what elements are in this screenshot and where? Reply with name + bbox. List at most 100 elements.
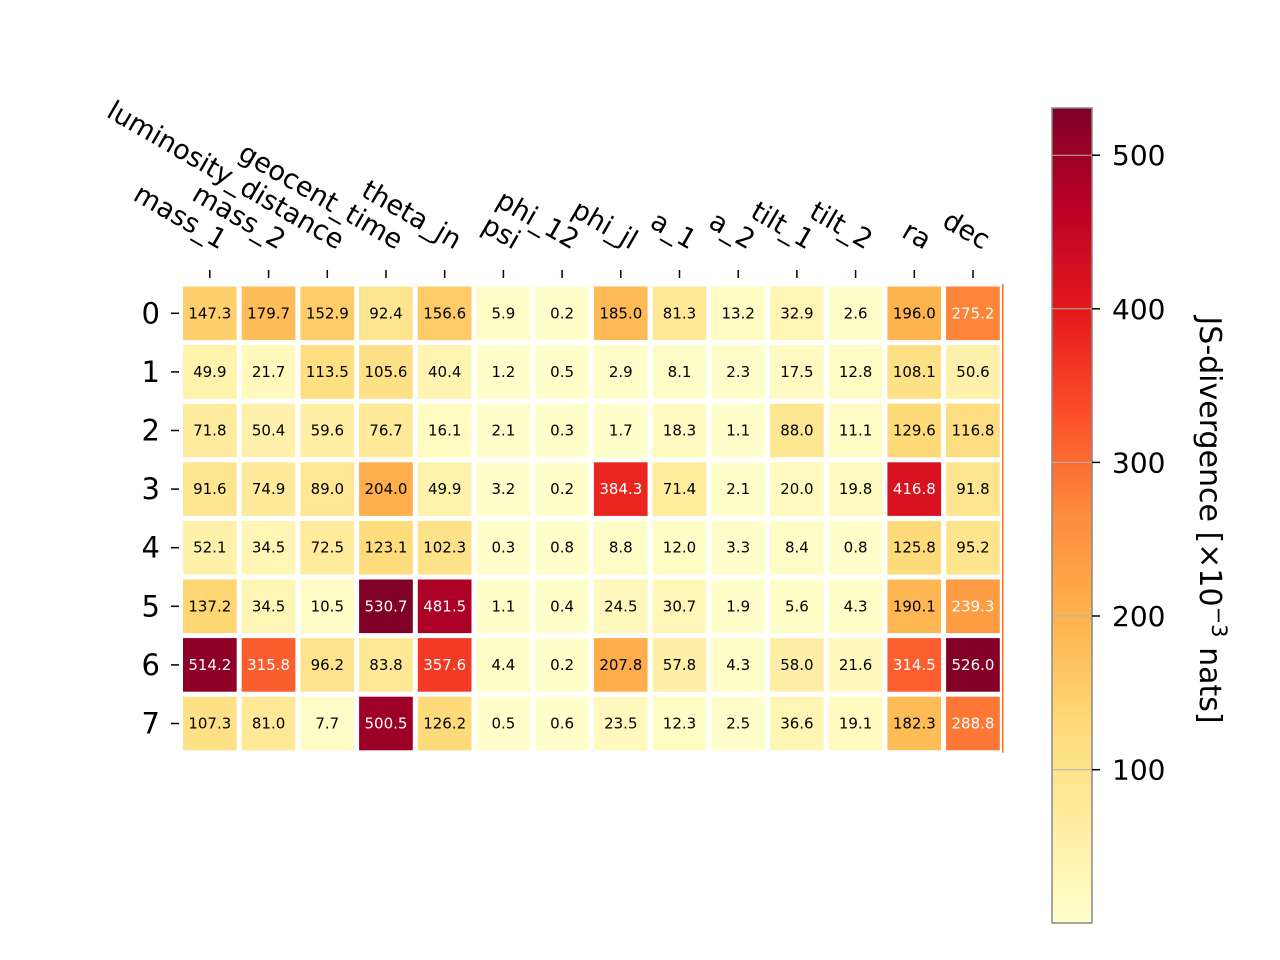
heatmap-cell-7-11	[828, 696, 883, 751]
cell-value-label: 16.1	[428, 422, 461, 440]
cell-value-label: 34.5	[252, 597, 285, 615]
cell-value-label: 12.8	[839, 363, 872, 381]
cell-value-label: 32.9	[780, 304, 813, 322]
heatmap-cell-5-1	[241, 579, 296, 634]
cell-value-label: 0.2	[550, 656, 574, 674]
cell-value-label: 239.3	[952, 597, 995, 615]
cell-value-label: 315.8	[247, 656, 290, 674]
cell-value-label: 95.2	[956, 539, 989, 557]
heatmap-cell-6-5	[476, 638, 531, 692]
heatmap-cell-4-13	[946, 520, 1000, 575]
cell-value-label: 11.1	[839, 422, 872, 440]
heatmap-cell-1-8	[652, 345, 707, 399]
cell-value-label: 288.8	[952, 715, 995, 733]
cell-value-label: 96.2	[311, 656, 344, 674]
cell-value-label: 105.6	[365, 363, 408, 381]
colorbar-gradient	[1051, 107, 1093, 924]
heatmap-cell-6-3	[359, 638, 413, 692]
heatmap-cell-3-3	[359, 462, 413, 516]
column-label-phi-jl: phi_jl	[566, 194, 642, 256]
heatmap-cell-2-12	[887, 403, 942, 458]
cell-value-label: 59.6	[311, 422, 344, 440]
cell-value-label: 530.7	[365, 597, 408, 615]
colorbar-tick-label: 200	[1112, 600, 1165, 633]
heatmap-cell-1-7	[593, 345, 648, 399]
cell-value-label: 3.2	[491, 480, 515, 498]
heatmap-cell-2-13	[946, 403, 1000, 458]
heatmap-cell-2-1	[241, 403, 296, 458]
heatmap-cell-3-8	[652, 462, 707, 516]
heatmap-cell-3-0	[183, 462, 237, 516]
row-label: 6	[142, 648, 160, 682]
heatmap-cell-4-3	[359, 520, 413, 575]
cell-value-label: 12.3	[663, 715, 696, 733]
heatmap-cell-0-1	[241, 286, 296, 341]
heatmap-cell-5-0	[183, 579, 237, 634]
heatmap-cell-3-2	[300, 462, 355, 516]
cell-value-label: 50.6	[956, 363, 989, 381]
row-label: 1	[142, 355, 160, 389]
heatmap-cell-5-10	[770, 579, 824, 634]
cell-value-label: 17.5	[780, 363, 813, 381]
cell-value-label: 49.9	[428, 480, 461, 498]
heatmap-cell-0-12	[887, 286, 942, 341]
cell-value-label: 526.0	[952, 656, 995, 674]
cell-value-label: 137.2	[188, 597, 231, 615]
heatmap-cell-5-3	[359, 579, 413, 634]
cell-value-label: 19.8	[839, 480, 872, 498]
cell-value-label: 0.5	[491, 715, 515, 733]
cell-value-label: 74.9	[252, 480, 285, 498]
cell-value-label: 1.7	[609, 422, 633, 440]
row-label: 0	[142, 296, 160, 330]
cell-value-label: 58.0	[780, 656, 813, 674]
heatmap-cell-5-9	[711, 579, 765, 634]
cell-value-label: 314.5	[893, 656, 936, 674]
cell-value-label: 24.5	[604, 597, 637, 615]
cell-value-label: 2.1	[726, 480, 750, 498]
cell-value-label: 2.9	[609, 363, 633, 381]
heatmap-cell-7-13	[946, 696, 1000, 751]
cell-value-label: 0.4	[550, 597, 574, 615]
heatmap-cell-7-8	[652, 696, 707, 751]
heatmap-cell-1-5	[476, 345, 531, 399]
heatmap-cell-6-1	[241, 638, 296, 692]
heatmap-cells: 147.3 179.7 152.9 92.4 156.6 5.9 0.2 185.0 81.3 1…	[183, 284, 1004, 753]
heatmap-cell-4-6	[535, 520, 589, 575]
cell-value-label: 2.3	[726, 363, 750, 381]
heatmap-cell-0-3	[359, 286, 413, 341]
heatmap-cell-1-11	[828, 345, 883, 399]
cell-value-label: 57.8	[663, 656, 696, 674]
heatmap-cell-7-7	[593, 696, 648, 751]
cell-value-label: 4.3	[844, 597, 868, 615]
heatmap-cell-5-6	[535, 579, 589, 634]
heatmap-cell-2-8	[652, 403, 707, 458]
cell-value-label: 1.2	[491, 363, 515, 381]
cell-value-label: 125.8	[893, 539, 936, 557]
cell-value-label: 72.5	[311, 539, 344, 557]
heatmap-cell-0-2	[300, 286, 355, 341]
heatmap-cell-0-13	[946, 286, 1000, 341]
heatmap-cell-4-5	[476, 520, 531, 575]
heatmap-cell-4-9	[711, 520, 765, 575]
heatmap-cell-2-6	[535, 403, 589, 458]
heatmap-cell-5-2	[300, 579, 355, 634]
heatmap-cell-3-11	[828, 462, 883, 516]
heatmap-cell-2-10	[770, 403, 824, 458]
heatmap-cell-7-0	[183, 696, 237, 751]
cell-value-label: 40.4	[428, 363, 461, 381]
cell-value-label: 5.6	[785, 597, 809, 615]
heatmap-cell-2-5	[476, 403, 531, 458]
cell-value-label: 91.8	[956, 480, 989, 498]
cell-value-label: 108.1	[893, 363, 936, 381]
cell-value-label: 2.1	[491, 422, 515, 440]
heatmap-cell-0-10	[770, 286, 824, 341]
cell-value-label: 123.1	[365, 539, 408, 557]
heatmap-cell-6-9	[711, 638, 765, 692]
heatmap-cell-3-4	[417, 462, 472, 516]
cell-value-label: 8.4	[785, 539, 809, 557]
cell-value-label: 357.6	[423, 656, 466, 674]
cell-value-label: 71.4	[663, 480, 696, 498]
heatmap-cell-1-12	[887, 345, 942, 399]
heatmap-cell-2-0	[183, 403, 237, 458]
